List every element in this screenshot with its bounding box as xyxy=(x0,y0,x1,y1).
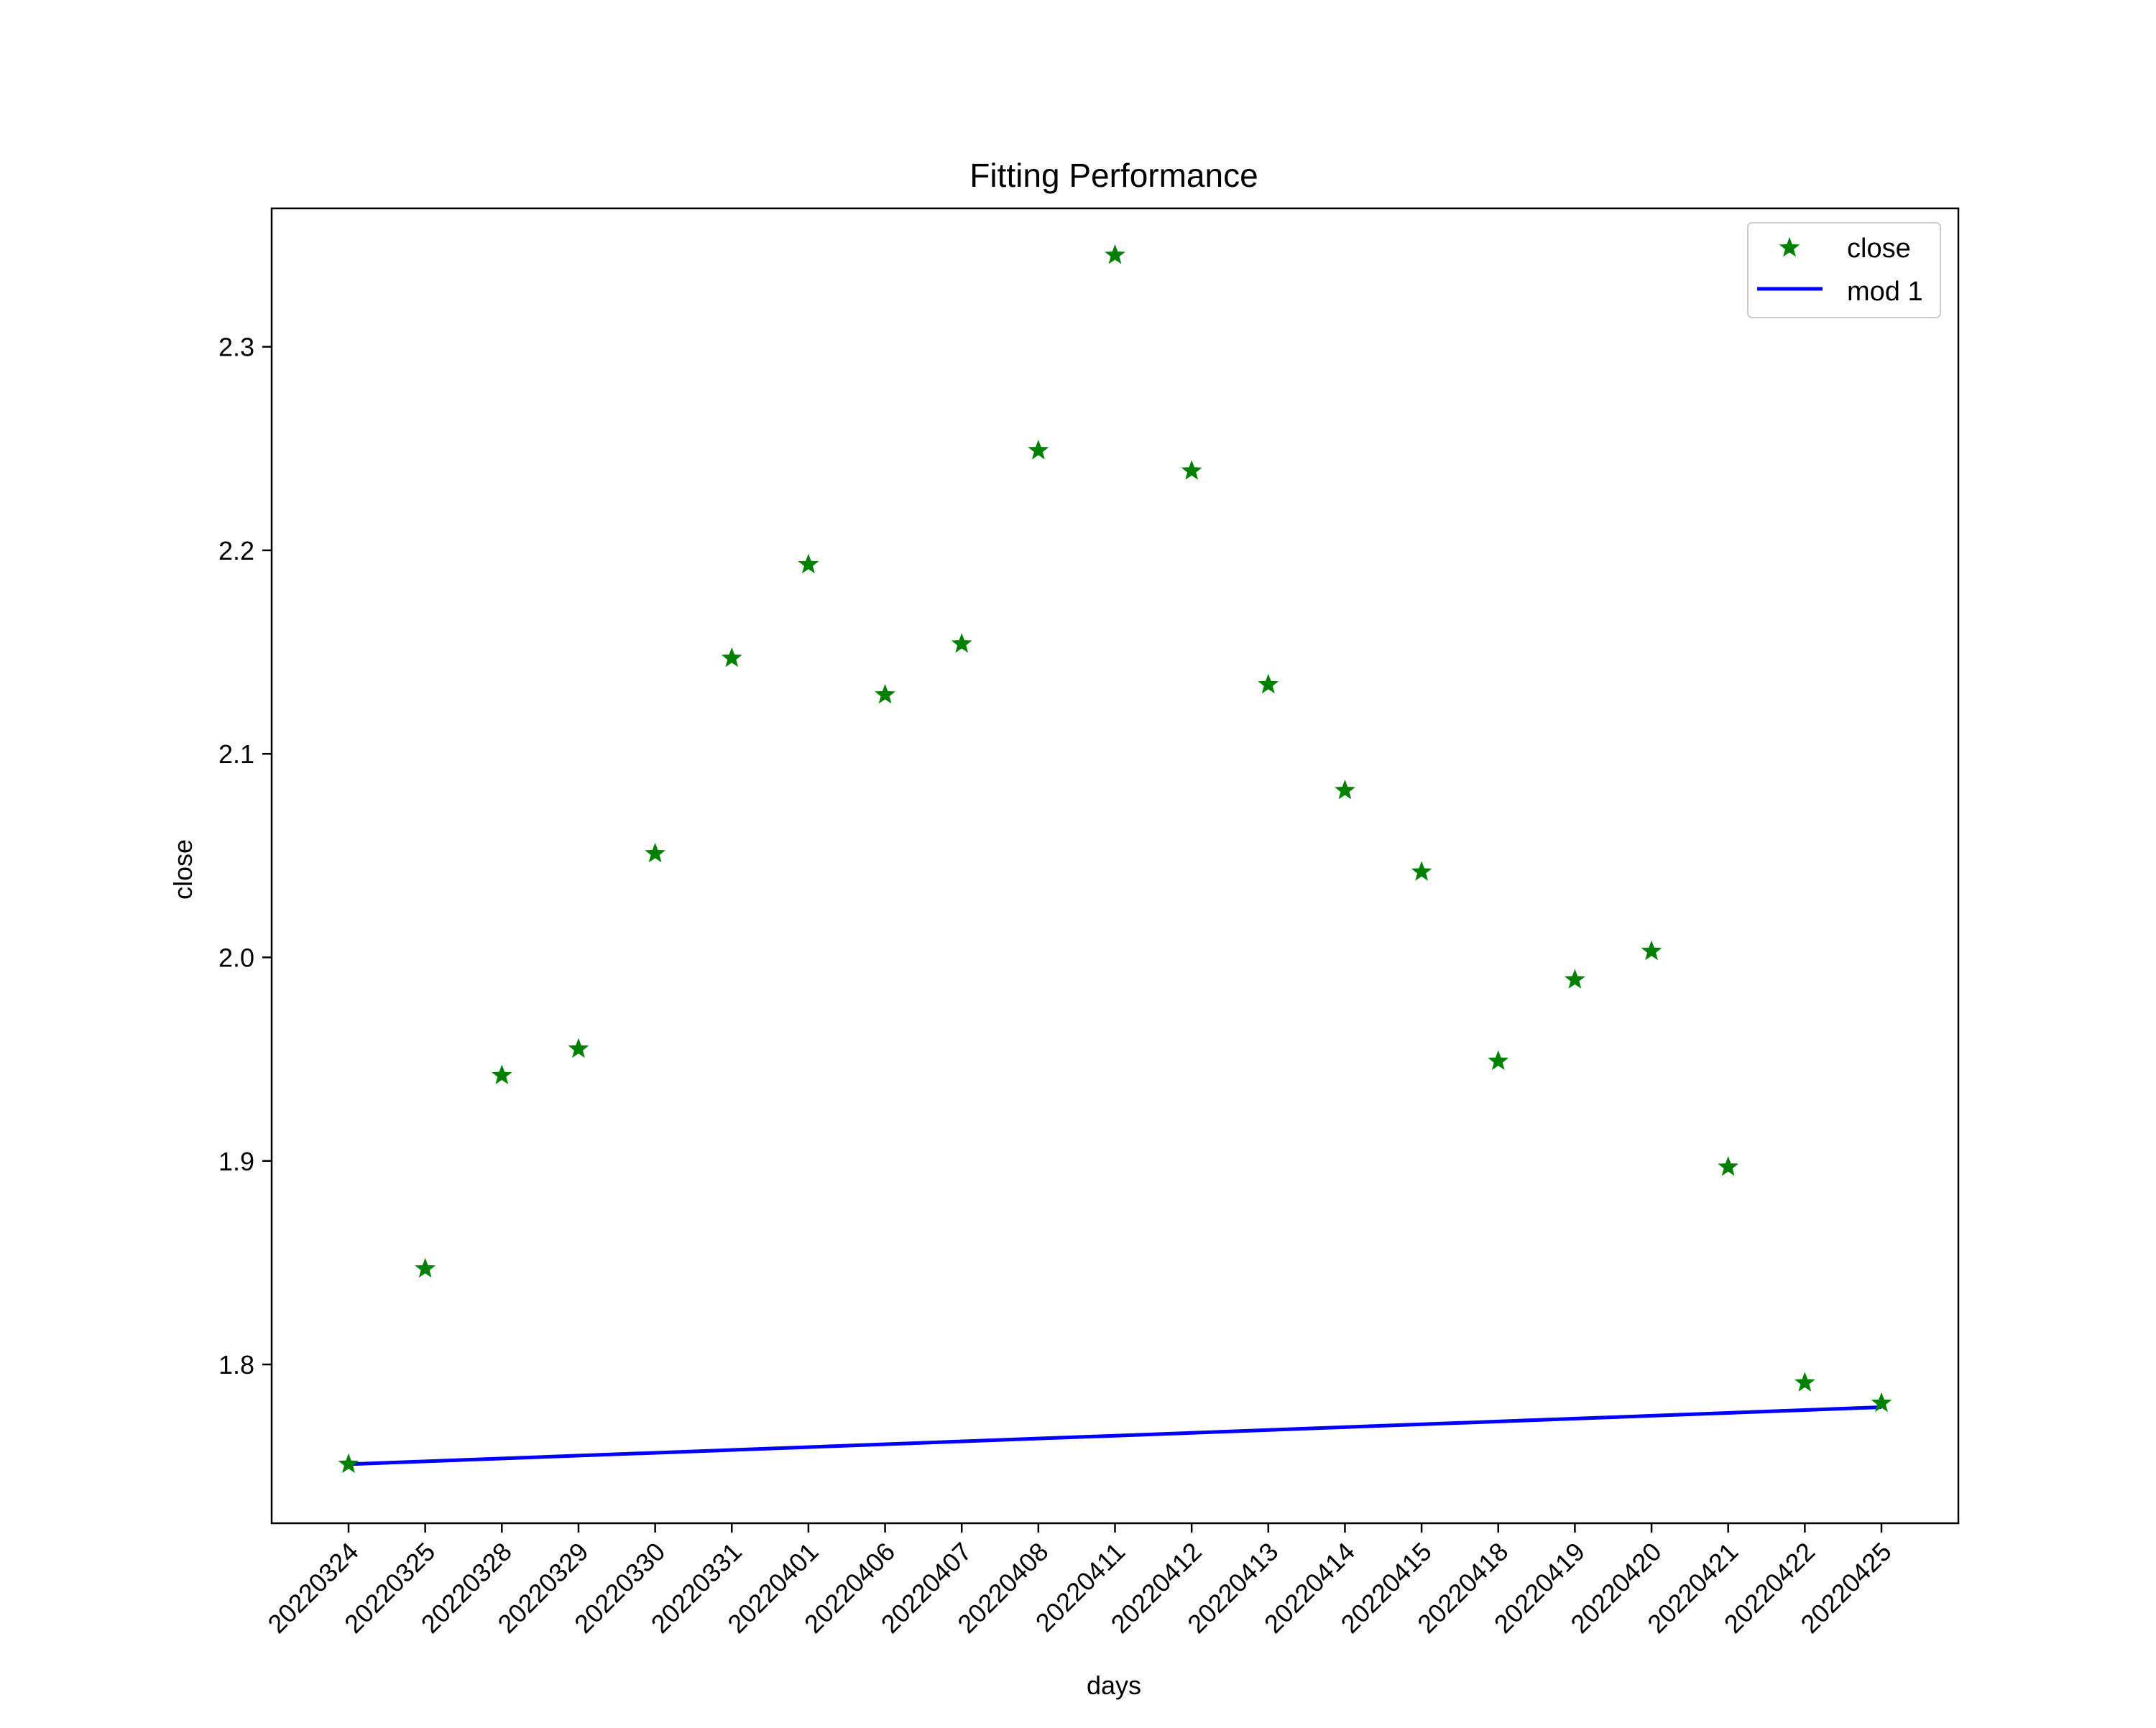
y-axis-label: close xyxy=(168,839,198,900)
data-point-close xyxy=(1718,1156,1739,1176)
legend-close-marker xyxy=(1779,236,1800,257)
data-point-close xyxy=(1641,940,1662,961)
data-point-close xyxy=(338,1453,359,1474)
legend-star-icon xyxy=(1779,236,1800,257)
legend-label-mod1: mod 1 xyxy=(1847,277,1923,307)
y-tick-label: 2.0 xyxy=(218,943,254,972)
y-tick-label: 2.1 xyxy=(218,739,254,769)
data-point-close xyxy=(1488,1050,1509,1071)
y-tick-label: 1.8 xyxy=(218,1350,254,1380)
y-tick-label: 1.9 xyxy=(218,1147,254,1176)
data-point-close xyxy=(1105,244,1125,264)
series-line-mod-1 xyxy=(348,1405,1882,1466)
data-point-close xyxy=(1411,861,1432,881)
data-point-close xyxy=(1565,969,1585,989)
data-point-close xyxy=(875,683,895,704)
x-axis-label: days xyxy=(1087,1671,1141,1700)
y-tick-label: 2.2 xyxy=(218,536,254,565)
data-point-close xyxy=(951,633,972,653)
data-point-close xyxy=(1335,780,1355,800)
chart-title: Fitting Performance xyxy=(969,157,1258,194)
data-point-close xyxy=(568,1038,589,1058)
data-point-close xyxy=(415,1257,436,1278)
data-point-close xyxy=(1794,1372,1815,1392)
data-point-close xyxy=(798,553,819,573)
legend: close mod 1 xyxy=(1747,222,1941,318)
data-point-close xyxy=(1258,673,1279,694)
data-point-close xyxy=(645,842,665,863)
data-point-close xyxy=(1181,460,1202,480)
data-point-close xyxy=(721,647,742,667)
data-point-close xyxy=(491,1064,512,1085)
plot-area-frame xyxy=(270,207,1960,1525)
legend-label-close: close xyxy=(1847,234,1911,264)
data-point-close xyxy=(1028,439,1049,460)
y-tick-label: 2.3 xyxy=(218,333,254,362)
data-point-close xyxy=(1871,1392,1892,1413)
